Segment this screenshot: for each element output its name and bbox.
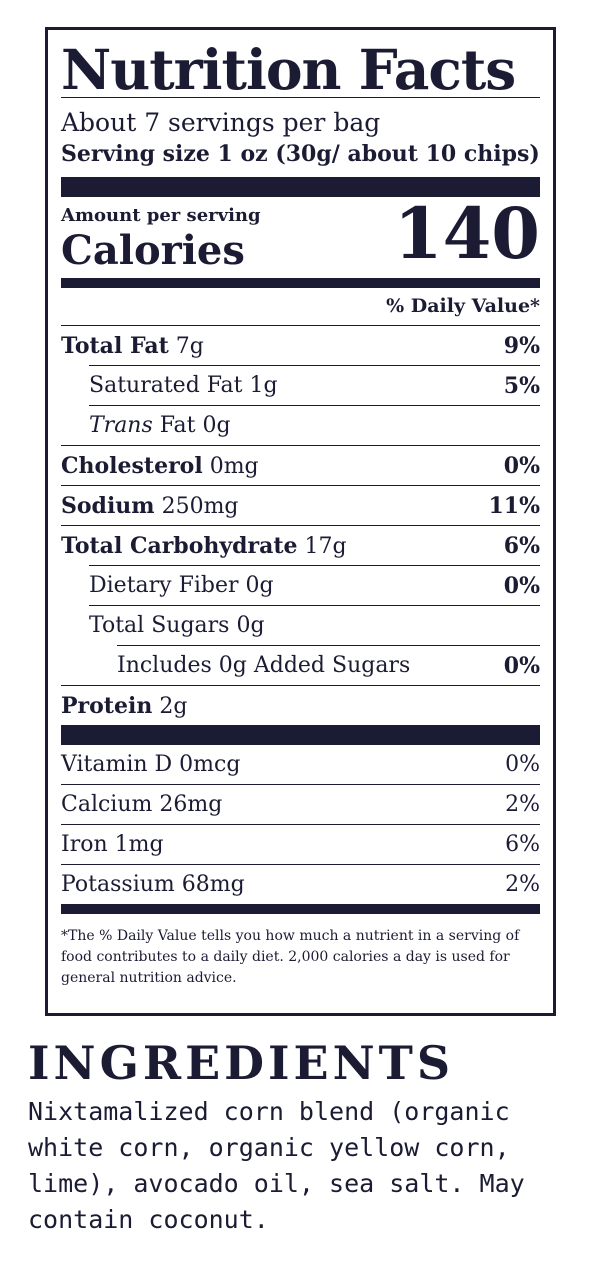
- vitamin-pct: 0%: [505, 752, 540, 777]
- nutrient-row-protein: Protein 2g: [61, 685, 540, 725]
- calories-section: Amount per serving Calories 140: [61, 197, 540, 278]
- serving-size: Serving size 1 oz (30g/ about 10 chips): [61, 141, 540, 167]
- nutrient-row-dietary-fiber: Dietary Fiber 0g 0%: [89, 565, 540, 605]
- servings-per-container: About 7 servings per bag: [61, 108, 381, 137]
- nutrient-name: Cholesterol: [61, 452, 203, 479]
- vitamin-label: Vitamin D 0mcg: [61, 752, 241, 777]
- daily-value-header: % Daily Value*: [386, 295, 540, 317]
- nutrient-name: Dietary Fiber: [89, 573, 239, 598]
- nutrient-row-sodium: Sodium 250mg 11%: [61, 485, 540, 525]
- calories-label: Calories: [61, 227, 245, 274]
- vitamin-row-iron: Iron 1mg 6%: [61, 824, 540, 864]
- medium-divider: [61, 278, 540, 288]
- calories-value: 140: [393, 192, 540, 275]
- nutrient-name: Sodium: [61, 492, 155, 519]
- nutrient-name: Includes 0g Added Sugars: [117, 653, 411, 678]
- vitamin-row-potassium: Potassium 68mg 2%: [61, 864, 540, 904]
- vitamin-row-vitamin-d: Vitamin D 0mcg 0%: [61, 745, 540, 784]
- vitamin-pct: 2%: [505, 792, 540, 817]
- nutrient-row-cholesterol: Cholesterol 0mg 0%: [61, 445, 540, 485]
- vitamin-label: Iron 1mg: [61, 832, 164, 857]
- ingredients-text: Nixtamalized corn blend (organic white c…: [28, 1097, 525, 1234]
- nutrition-facts-panel: Nutrition Facts About 7 servings per bag…: [45, 27, 556, 1016]
- vitamin-label: Calcium 26mg: [61, 792, 223, 817]
- vitamin-row-calcium: Calcium 26mg 2%: [61, 784, 540, 824]
- nutrient-name: Total Carbohydrate: [61, 532, 298, 559]
- nutrient-pct: 5%: [503, 372, 540, 399]
- vitamin-pct: 2%: [505, 872, 540, 897]
- nutrient-amount: 7g: [175, 333, 204, 359]
- nutrient-amount: 0g: [245, 573, 274, 598]
- nutrient-pct: 0%: [503, 452, 540, 479]
- nutrient-amount: 0mg: [209, 453, 259, 479]
- divider: [61, 97, 540, 98]
- label-title: Nutrition Facts: [61, 37, 516, 102]
- amount-per-serving: Amount per serving: [61, 205, 261, 226]
- daily-value-footnote: *The % Daily Value tells you how much a …: [61, 928, 520, 986]
- nutrient-pct: 6%: [503, 532, 540, 559]
- nutrient-row-total-carbohydrate: Total Carbohydrate 17g 6%: [61, 525, 540, 565]
- thick-divider: [61, 177, 540, 197]
- nutrient-name: Saturated Fat: [89, 373, 243, 398]
- nutrient-amount: 1g: [249, 373, 278, 398]
- nutrient-amount: 0g: [236, 613, 265, 638]
- nutrient-row-total-fat: Total Fat 7g 9%: [61, 325, 540, 365]
- vitamin-pct: 6%: [505, 832, 540, 857]
- nutrient-pct: 0%: [503, 652, 540, 679]
- nutrient-amount: 2g: [159, 693, 188, 719]
- nutrient-amount: 250mg: [161, 493, 239, 519]
- nutrient-pct: 9%: [503, 332, 540, 359]
- ingredients-title: INGREDIENTS: [28, 1036, 455, 1090]
- thick-divider: [61, 725, 540, 745]
- nutrient-name: Total Sugars: [89, 613, 230, 638]
- nutrient-amount: 17g: [304, 533, 347, 559]
- nutrient-row-saturated-fat: Saturated Fat 1g 5%: [89, 365, 540, 405]
- nutrient-pct: 0%: [503, 572, 540, 599]
- nutrient-row-added-sugars: Includes 0g Added Sugars 0%: [117, 645, 540, 685]
- nutrient-name: Protein: [61, 692, 153, 719]
- nutrient-amount: 0g: [202, 413, 231, 438]
- vitamin-label: Potassium 68mg: [61, 872, 245, 897]
- nutrient-row-total-sugars: Total Sugars 0g: [89, 605, 540, 645]
- nutrient-pct: 11%: [488, 492, 540, 519]
- nutrient-row-trans-fat: Trans Fat 0g: [89, 405, 540, 445]
- nutrient-name-suffix: Fat: [159, 413, 196, 438]
- medium-divider: [61, 904, 540, 914]
- nutrient-name: Trans: [89, 413, 153, 438]
- nutrient-name: Total Fat: [61, 332, 169, 359]
